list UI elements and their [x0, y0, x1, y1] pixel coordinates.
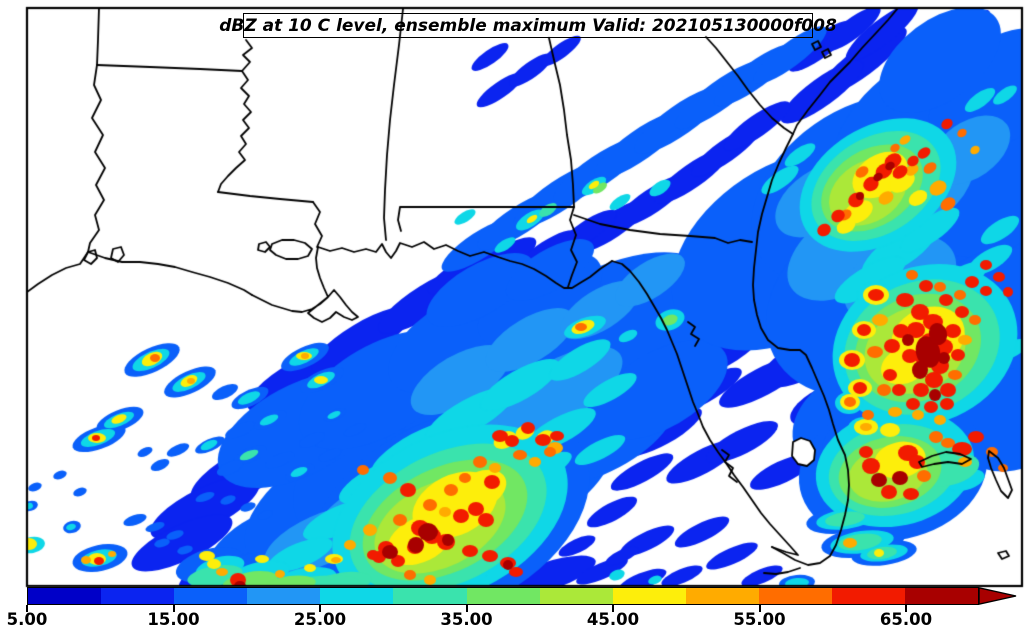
colorbar-tick: [758, 605, 761, 612]
colorbar-segment-65-70: [905, 588, 979, 604]
colorbar-segment-30-35: [393, 588, 467, 604]
colorbar-segment-60-65: [832, 588, 906, 604]
colorbar-segment-55-60: [758, 588, 833, 604]
colorbar-segment-50-55: [685, 588, 759, 604]
colorbar-segment-10-15: [101, 588, 175, 604]
colorbar-tick: [612, 605, 614, 612]
colorbar-tick-label: 45.00: [586, 610, 640, 629]
colorbar-tick-label: 35.00: [440, 610, 493, 629]
colorbar-segment-35-40: [466, 588, 540, 604]
colorbar-segment-20-25: [247, 588, 321, 604]
colorbar-tick: [26, 605, 28, 612]
colorbar-tick: [172, 605, 175, 612]
colorbar-tick-label: 25.00: [293, 610, 347, 629]
colorbar-tick-label: 5.00: [6, 610, 48, 629]
colorbar-segment-5-10: [28, 588, 102, 604]
colorbar-tick: [465, 605, 468, 612]
colorbar: [27, 587, 980, 605]
colorbar-extend-arrow: [978, 587, 1016, 605]
colorbar-tick-label: 65.00: [879, 610, 933, 629]
colorbar-segment-40-45: [539, 588, 613, 604]
colorbar-segment-45-50: [612, 588, 686, 604]
title-box: dBZ at 10 C level, ensemble maximum Vali…: [219, 13, 837, 38]
colorbar-segment-15-20: [174, 588, 248, 604]
colorbar-tick: [319, 605, 321, 612]
page-title: dBZ at 10 C level, ensemble maximum Vali…: [219, 15, 837, 36]
colorbar-tick-label: 15.00: [147, 610, 200, 629]
colorbar-segment-25-30: [320, 588, 394, 604]
colorbar-tick-label: 55.00: [733, 610, 786, 629]
colorbar-tick: [905, 605, 907, 612]
